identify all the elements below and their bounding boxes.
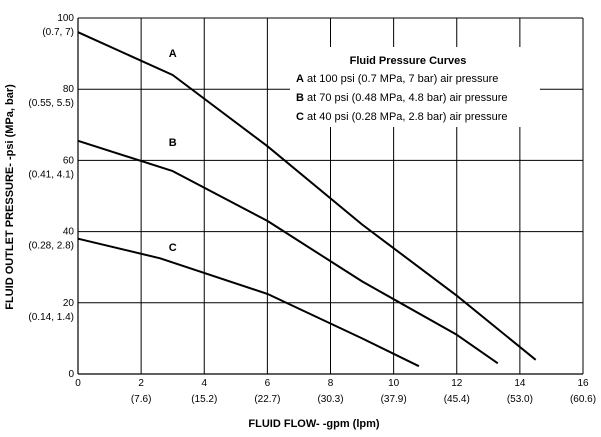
x-tick-label: 6 (265, 378, 271, 389)
x-tick-sublabel: (7.6) (131, 394, 152, 405)
tick-labels: 0 2 (7.6) 4 (15.2) 6 (22.7) 8 (30.3) 10 (37.9) 12 (4… (28, 13, 596, 405)
legend: Fluid Pressure Curves A at 100 psi (0.7 M… (290, 47, 540, 127)
x-axis-label: FLUID FLOW- -gpm (lpm) (248, 418, 379, 430)
x-tick-label: 14 (514, 378, 526, 389)
legend-entry-a: A at 100 psi (0.7 MPa, 7 bar) air pressu… (296, 73, 498, 85)
x-tick-label: 4 (201, 378, 207, 389)
x-tick-label: 16 (577, 378, 589, 389)
y-tick-label: 40 (63, 227, 75, 238)
legend-entry-b: B at 70 psi (0.48 MPa, 4.8 bar) air pres… (296, 92, 508, 104)
y-tick-label: 60 (63, 155, 75, 166)
x-tick-label: 0 (75, 378, 81, 389)
y-tick-label: 80 (63, 84, 75, 95)
x-tick-sublabel: (30.3) (317, 394, 343, 405)
curve-label-bg (166, 136, 179, 150)
x-tick-label: 8 (328, 378, 334, 389)
curve-label-bg (166, 241, 179, 255)
legend-title: Fluid Pressure Curves (350, 55, 467, 67)
y-tick-sublabel: (0.7, 7) (42, 27, 74, 38)
series-line-b (77, 139, 499, 365)
y-tick-label: 20 (63, 298, 75, 309)
legend-entry-c: C at 40 psi (0.28 MPa, 2.8 bar) air pres… (296, 111, 508, 123)
series-line-c (77, 237, 420, 368)
y-tick-sublabel: (0.14, 1.4) (28, 312, 74, 323)
curve-label-c: C (169, 242, 177, 254)
series-lines: A B C (77, 31, 537, 368)
x-tick-sublabel: (45.4) (444, 394, 470, 405)
x-tick-sublabel: (15.2) (191, 394, 217, 405)
curve-label-bg (166, 47, 179, 61)
y-tick-sublabel: (0.41, 4.1) (28, 169, 74, 180)
x-tick-sublabel: (60.6) (570, 394, 596, 405)
x-tick-sublabel: (22.7) (254, 394, 280, 405)
y-tick-label: 100 (57, 13, 74, 24)
x-tick-label: 2 (138, 378, 144, 389)
x-tick-sublabel: (37.9) (381, 394, 407, 405)
x-tick-label: 12 (451, 378, 463, 389)
x-tick-label: 10 (388, 378, 400, 389)
x-tick-sublabel: (53.0) (507, 394, 533, 405)
legend-background (290, 47, 540, 127)
series-line-a (77, 31, 537, 361)
curve-label-b: B (169, 137, 177, 149)
axes (77, 18, 583, 375)
y-tick-sublabel: (0.55, 5.5) (28, 98, 74, 109)
y-tick-label: 0 (68, 369, 74, 380)
curve-label-a: A (169, 48, 177, 60)
y-tick-sublabel: (0.28, 2.8) (28, 241, 74, 252)
y-axis-label: FLUID OUTLET PRESSURE- -psi (MPa, bar) (4, 84, 16, 310)
